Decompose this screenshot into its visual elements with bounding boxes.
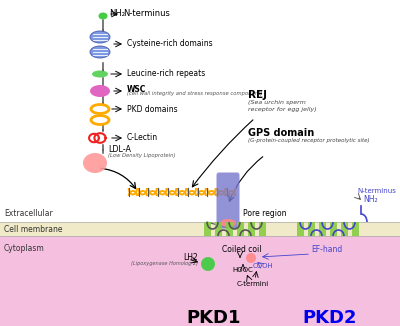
Bar: [296, 222, 304, 236]
Ellipse shape: [98, 12, 108, 20]
Ellipse shape: [83, 153, 107, 173]
Text: Pore region: Pore region: [243, 209, 286, 217]
Bar: [318, 222, 326, 236]
Bar: [258, 222, 266, 236]
Text: (Low Density Lipoprotein): (Low Density Lipoprotein): [108, 154, 176, 158]
Bar: [308, 222, 314, 236]
Text: (Lipoxygenase Homolog 2): (Lipoxygenase Homolog 2): [131, 261, 198, 266]
Text: COOH: COOH: [253, 263, 273, 269]
Bar: [248, 222, 254, 236]
Text: LDL-A: LDL-A: [108, 145, 131, 155]
Ellipse shape: [220, 219, 236, 227]
Bar: [226, 222, 232, 236]
Text: GPS domain: GPS domain: [248, 128, 314, 138]
Text: REJ: REJ: [248, 90, 267, 100]
Ellipse shape: [90, 85, 110, 97]
Text: WSC: WSC: [127, 84, 146, 94]
Ellipse shape: [246, 253, 256, 263]
Ellipse shape: [92, 70, 108, 78]
Bar: [340, 222, 348, 236]
Ellipse shape: [201, 257, 215, 271]
Text: LH2: LH2: [183, 253, 198, 261]
Bar: [236, 222, 244, 236]
Ellipse shape: [90, 46, 110, 58]
Text: PKD1: PKD1: [187, 309, 241, 326]
Text: HOOC: HOOC: [233, 267, 253, 273]
Text: (G-protein-coupled receptor proteolytic site): (G-protein-coupled receptor proteolytic …: [248, 138, 370, 143]
Text: Coiled coil: Coiled coil: [222, 245, 262, 255]
Text: (Sea urchin sperm: (Sea urchin sperm: [248, 100, 306, 105]
Text: Cell membrane: Cell membrane: [4, 225, 62, 233]
Text: PKD2: PKD2: [303, 309, 357, 326]
Text: NH₂: NH₂: [109, 9, 125, 19]
Text: C-Lectin: C-Lectin: [127, 134, 158, 142]
Text: Leucine-rich repeats: Leucine-rich repeats: [127, 69, 205, 79]
Text: NH₂: NH₂: [363, 195, 378, 204]
Text: (cell wall integrity and stress response component): (cell wall integrity and stress response…: [127, 92, 262, 96]
Text: Cysteine-rich domains: Cysteine-rich domains: [127, 39, 213, 49]
FancyBboxPatch shape: [216, 172, 240, 229]
Bar: [330, 222, 336, 236]
Bar: [352, 222, 358, 236]
Text: PKD domains: PKD domains: [127, 105, 178, 113]
Text: N-terminus: N-terminus: [357, 188, 396, 194]
Bar: [204, 222, 210, 236]
Text: N-terminus: N-terminus: [123, 9, 170, 19]
Text: receptor for egg jelly): receptor for egg jelly): [248, 107, 317, 112]
Text: EF-hand: EF-hand: [311, 245, 342, 255]
Ellipse shape: [90, 31, 110, 43]
Text: Extracellular: Extracellular: [4, 209, 53, 218]
Bar: [0, 222, 400, 236]
Text: Cytoplasm: Cytoplasm: [4, 244, 45, 253]
Bar: [214, 222, 222, 236]
Text: C-termini: C-termini: [237, 281, 269, 287]
Bar: [0, 236, 400, 326]
